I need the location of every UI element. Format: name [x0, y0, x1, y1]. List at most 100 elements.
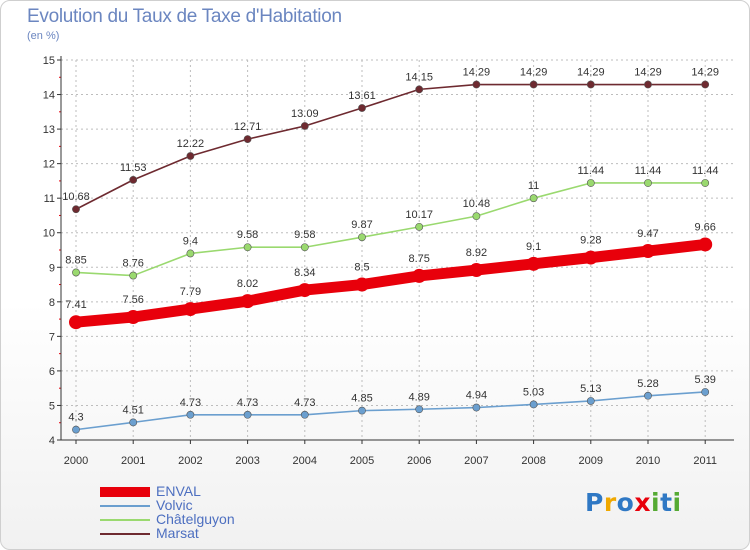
data-point-volvic [243, 410, 252, 419]
data-label-marsat: 14.29 [691, 67, 719, 79]
data-label-enval: 8.5 [354, 262, 369, 274]
line-chart: 4 5 6 7 8 9 10 11 12 13 14 15 2000 2001 2002 2003 2004 20… [43, 55, 734, 467]
data-label-marsat: 13.61 [348, 90, 376, 102]
data-point-enval [526, 256, 541, 271]
data-point-chatelguyon [243, 243, 252, 252]
data-label-marsat: 14.15 [405, 71, 433, 83]
data-label-chatelguyon: 9.58 [294, 229, 315, 241]
data-label-enval: 9.66 [694, 221, 715, 233]
data-point-chatelguyon [358, 233, 366, 242]
data-point-marsat [644, 80, 652, 89]
x-tick-label: 2009 [579, 455, 603, 467]
logo-letter: x [634, 488, 651, 517]
y-tick-label: 15 [43, 55, 55, 67]
data-label-enval: 9.1 [526, 241, 541, 253]
data-label-marsat: 14.29 [577, 67, 605, 79]
data-point-volvic [415, 405, 424, 414]
data-point-volvic [529, 400, 538, 409]
data-label-chatelguyon: 8.85 [65, 254, 86, 266]
legend-item: ENVAL [100, 483, 300, 500]
data-label-chatelguyon: 9.87 [351, 219, 372, 231]
y-tick-label: 11 [44, 193, 55, 205]
data-point-volvic [701, 388, 710, 396]
data-point-volvic [129, 418, 138, 427]
data-label-volvic: 4.89 [408, 391, 429, 403]
y-tick-label: 4 [49, 435, 55, 447]
data-label-volvic: 5.28 [637, 378, 658, 390]
data-label-chatelguyon: 9.58 [237, 229, 258, 241]
chart-subtitle: (en %) [27, 30, 60, 42]
data-label-volvic: 4.3 [68, 412, 83, 424]
data-point-volvic [72, 425, 80, 434]
y-tick-label: 13 [43, 124, 55, 136]
data-point-chatelguyon [586, 179, 595, 187]
legend-label: Châtelguyon [156, 511, 235, 527]
data-point-enval [126, 310, 141, 325]
data-label-enval: 7.79 [180, 286, 201, 298]
data-point-volvic [644, 391, 652, 400]
data-point-enval [698, 237, 713, 252]
data-point-marsat [472, 80, 481, 89]
data-point-volvic [186, 410, 195, 419]
data-label-marsat: 12.22 [177, 138, 205, 150]
data-point-marsat [415, 85, 424, 94]
data-label-enval: 8.75 [408, 253, 429, 265]
data-point-marsat [186, 152, 195, 160]
legend-swatch [100, 519, 150, 521]
x-tick-label: 2006 [407, 455, 431, 467]
y-tick-label: 7 [49, 331, 55, 343]
data-point-enval [240, 294, 255, 309]
data-label-chatelguyon: 10.17 [405, 209, 433, 221]
data-point-marsat [529, 80, 538, 89]
logo-letter: r [603, 488, 617, 517]
logo-letter: P [585, 488, 604, 517]
data-point-volvic [472, 403, 481, 412]
y-tick-label: 8 [49, 297, 55, 309]
y-tick-label: 5 [49, 400, 55, 412]
data-point-chatelguyon [529, 194, 538, 203]
data-label-marsat: 12.71 [234, 121, 262, 133]
logo-letter: i [651, 488, 661, 517]
data-label-chatelguyon: 10.48 [463, 198, 491, 210]
legend-item: Châtelguyon [100, 511, 300, 528]
legend-swatch [100, 533, 150, 535]
data-point-chatelguyon [415, 222, 424, 231]
x-tick-label: 2007 [464, 455, 488, 467]
x-tick-label: 2008 [521, 455, 545, 467]
y-tick-label: 9 [49, 262, 55, 274]
legend-item: Marsat [100, 525, 300, 542]
data-label-marsat: 10.68 [62, 191, 90, 203]
data-label-marsat: 11.53 [120, 162, 147, 174]
data-label-volvic: 5.13 [580, 383, 601, 395]
data-point-enval [641, 244, 655, 259]
logo-letter: o [616, 488, 635, 517]
data-label-enval: 8.02 [237, 278, 258, 290]
data-label-volvic: 4.73 [294, 397, 315, 409]
series-line-volvic [75, 391, 707, 431]
data-label-enval: 8.34 [294, 267, 315, 279]
data-label-chatelguyon: 9.4 [183, 235, 198, 247]
legend-label: Marsat [156, 525, 199, 541]
data-label-chatelguyon: 11 [528, 180, 539, 192]
data-label-chatelguyon: 11.44 [692, 165, 719, 177]
proxiti-logo: Proxiti [585, 488, 682, 517]
data-label-chatelguyon: 11.44 [577, 165, 604, 177]
data-point-chatelguyon [644, 179, 652, 187]
data-label-enval: 9.28 [580, 235, 601, 247]
data-label-volvic: 4.73 [237, 397, 258, 409]
data-label-marsat: 14.29 [463, 67, 491, 79]
series-line-chatelguyon [75, 182, 707, 277]
x-tick-label: 2001 [121, 455, 145, 467]
data-point-chatelguyon [472, 212, 481, 221]
series-line-enval [70, 238, 711, 328]
x-tick-label: 2003 [235, 455, 259, 467]
legend-swatch [100, 487, 150, 497]
x-tick-label: 2002 [178, 455, 202, 467]
data-label-volvic: 4.85 [351, 393, 372, 405]
data-point-marsat [701, 80, 710, 89]
data-label-marsat: 14.29 [520, 67, 548, 79]
data-point-enval [69, 315, 83, 330]
data-point-volvic [586, 397, 595, 405]
y-tick-label: 10 [43, 228, 55, 240]
data-label-volvic: 4.73 [180, 397, 201, 409]
